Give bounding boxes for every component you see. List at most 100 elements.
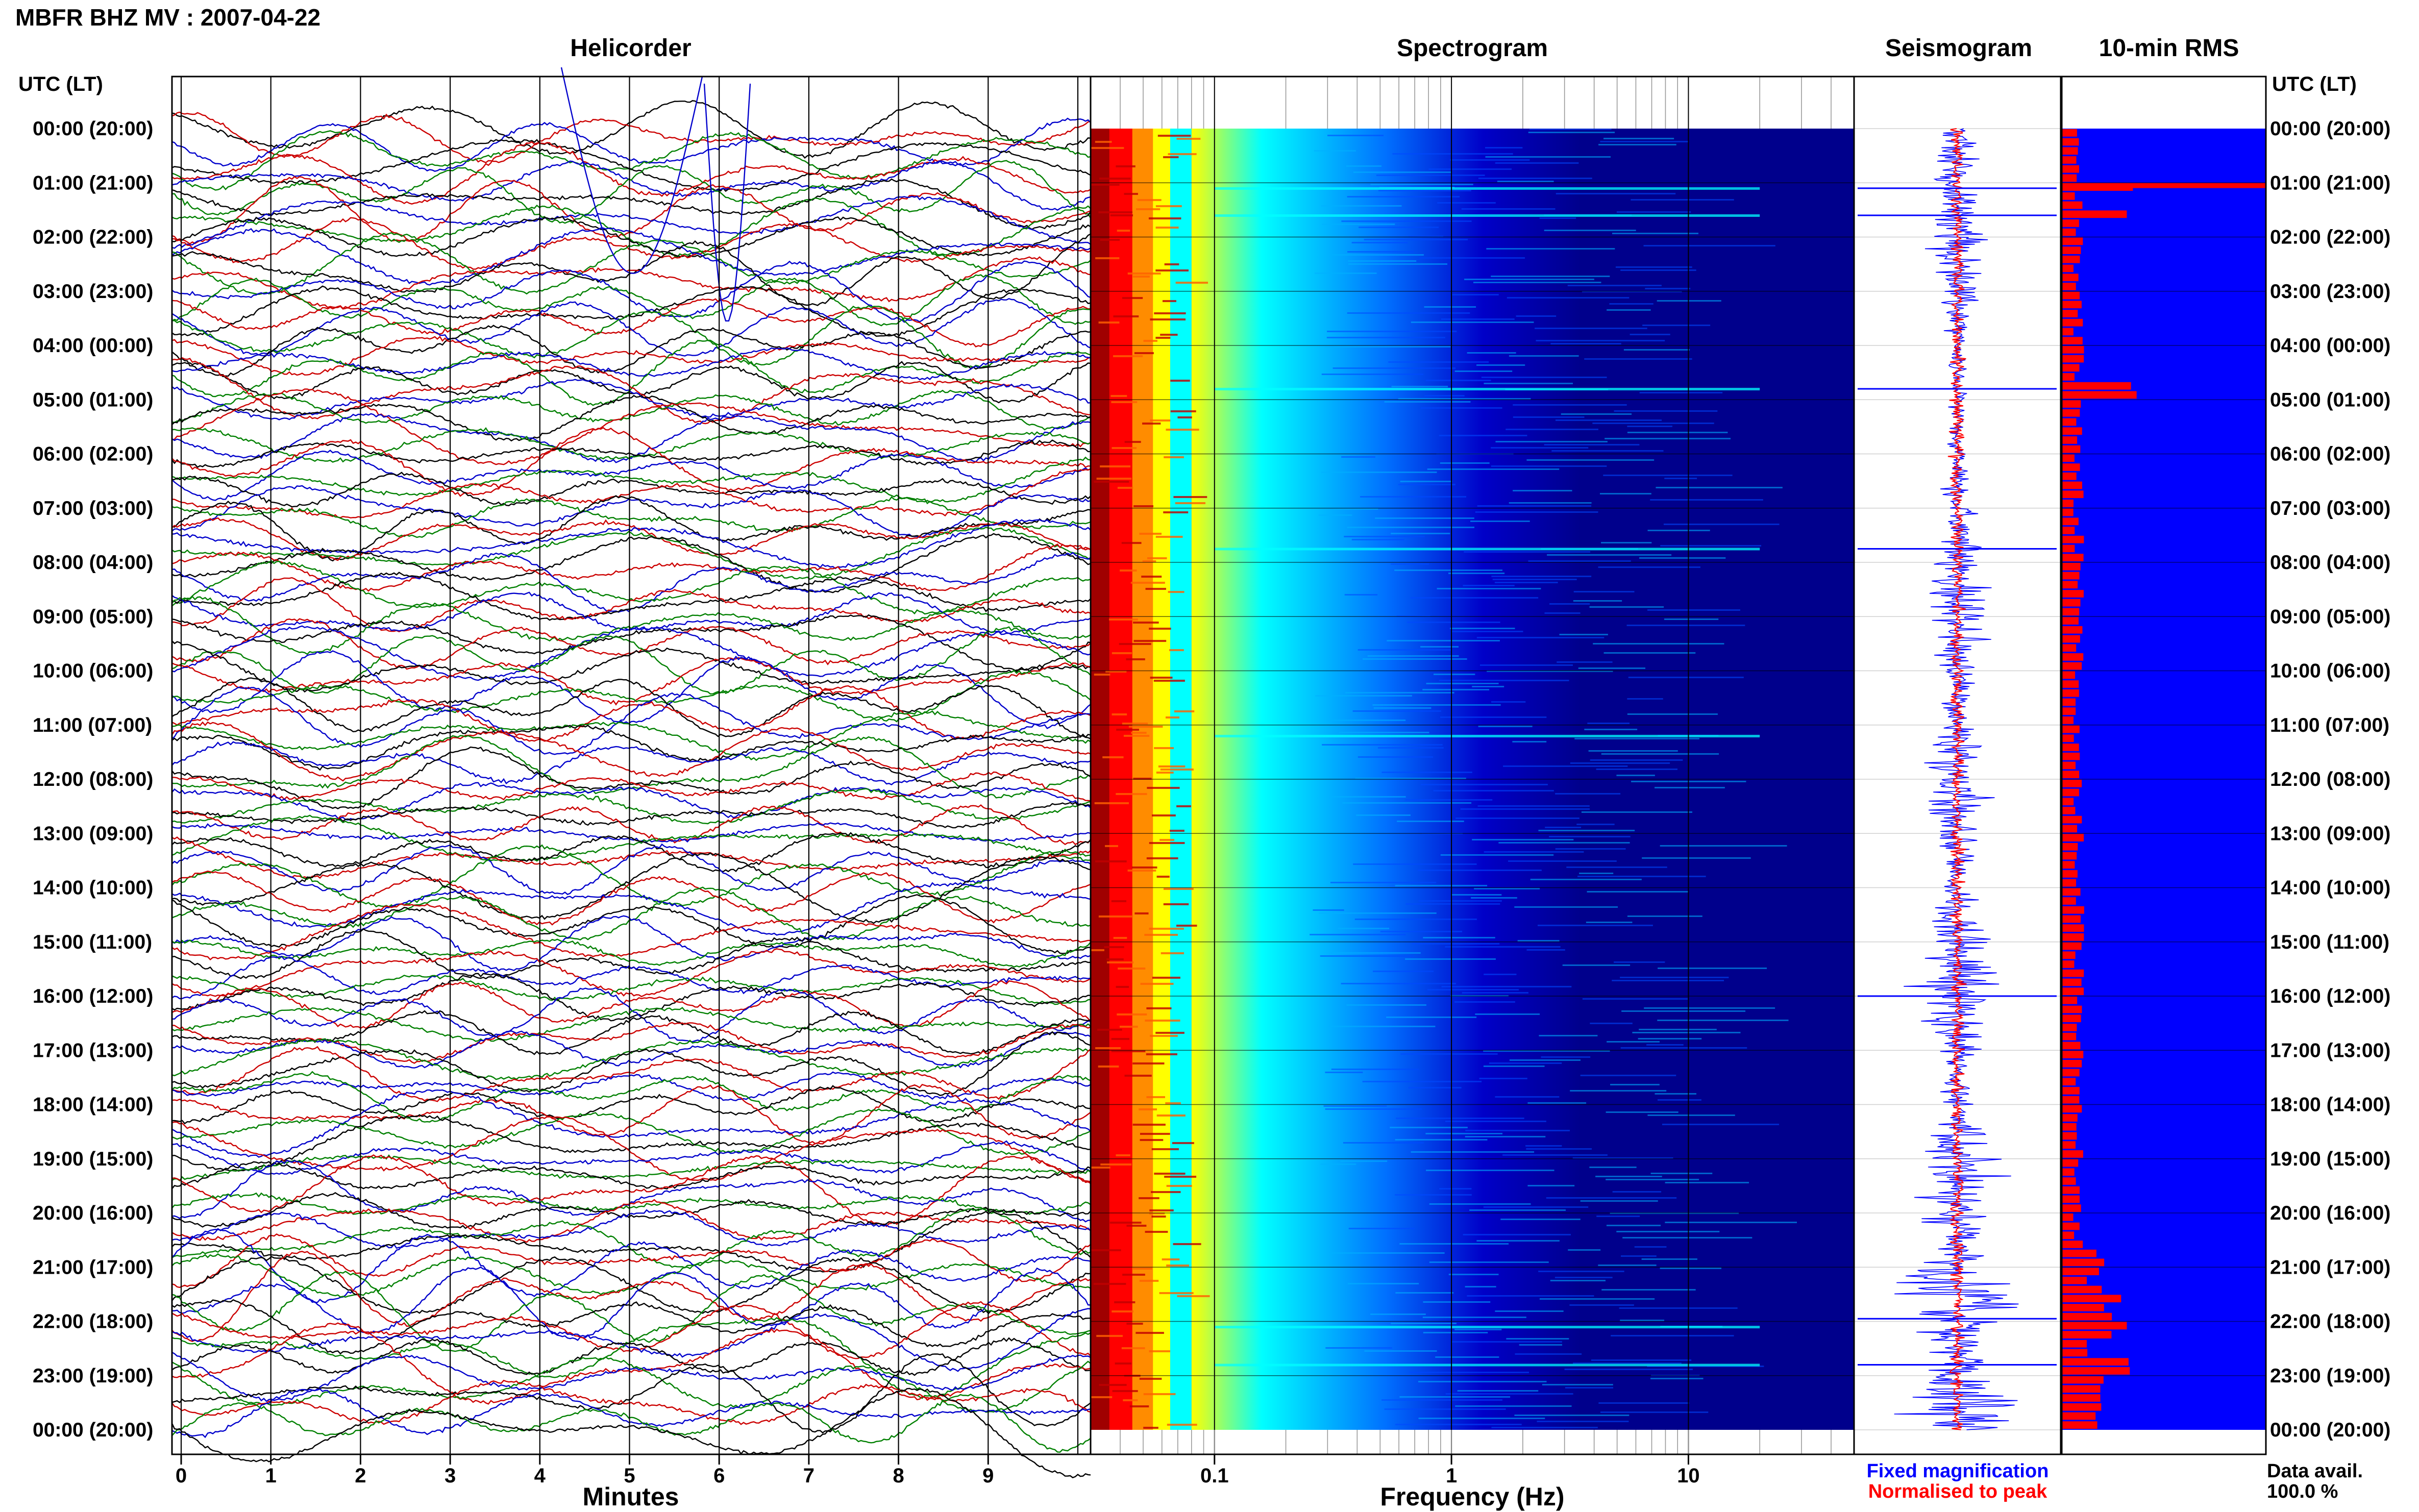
spectrogram-noise-streak [1620, 269, 1696, 271]
helicorder-trace [171, 832, 1091, 873]
spectrogram-noise-streak [1612, 233, 1699, 234]
rms-bar [2062, 698, 2076, 706]
spectrogram-noise-streak [1582, 998, 1688, 1000]
spectrogram-title: Spectrogram [1397, 35, 1548, 62]
rms-bar [2062, 174, 2077, 182]
helicorder-x-tick-label: 6 [713, 1465, 725, 1487]
spectrogram-low-streak [1132, 1062, 1165, 1064]
spectrogram-low-streak [1123, 735, 1150, 737]
spectrogram-low-streak [1091, 184, 1120, 186]
spectrogram-event-line [1214, 1364, 1760, 1367]
helicorder-trace [171, 650, 1091, 729]
rms-bar [2062, 346, 2084, 354]
spectrogram-noise-streak [1592, 423, 1714, 424]
spectrogram-noise-streak [1627, 698, 1663, 700]
spectrogram-noise-streak [1465, 1136, 1546, 1137]
spectrogram-noise-streak [1455, 817, 1579, 819]
spectrogram-low-streak [1122, 723, 1148, 725]
spectrogram-x-label: Frequency (Hz) [1380, 1482, 1564, 1511]
spectrogram-low-streak [1132, 1124, 1166, 1126]
spectrogram-noise-streak [1343, 1142, 1424, 1144]
time-label-right: 20:00 (16:00) [2270, 1202, 2390, 1224]
spectrogram-noise-streak [1420, 646, 1459, 648]
time-label-right: 12:00 (08:00) [2270, 769, 2390, 790]
rms-bar [2062, 554, 2084, 561]
spectrogram-noise-streak [1509, 355, 1579, 357]
spectrogram-low-streak [1151, 1191, 1181, 1193]
spectrogram-noise-streak [1544, 230, 1636, 231]
spectrogram-noise-streak [1396, 615, 1430, 617]
helicorder-trace [171, 577, 1091, 633]
rms-bar [2062, 391, 2137, 399]
spectrogram-low-streak [1102, 756, 1124, 758]
helicorder-trace [171, 721, 1091, 782]
helicorder-trace [171, 527, 1091, 580]
spectrogram-time-rows [1091, 129, 1797, 1429]
spectrogram-low-streak [1094, 674, 1110, 676]
spectrogram-noise-streak [1509, 502, 1592, 504]
helicorder-trace [171, 915, 1091, 972]
spectrogram-noise-streak [1451, 1341, 1562, 1343]
rms-bar [2062, 1141, 2076, 1149]
spectrogram-noise-streak [1437, 202, 1496, 204]
spectrogram-noise-streak [1578, 667, 1646, 669]
spectrogram-noise-streak [1411, 1151, 1535, 1153]
spectrogram-low-streak [1148, 217, 1181, 219]
spectrogram-low-streak [1177, 1295, 1210, 1297]
rms-bar [2062, 463, 2080, 471]
spectrogram-low-streak [1098, 915, 1133, 918]
time-label-right: 04:00 (00:00) [2270, 335, 2390, 357]
spectrogram-noise-streak [1478, 726, 1533, 727]
helicorder-trace [171, 1159, 1091, 1223]
spectrogram-low-streak [1111, 1050, 1146, 1052]
spectrogram-low-streak [1164, 456, 1184, 458]
spectrogram-noise-streak [1418, 900, 1502, 902]
spectrogram-low-streak [1122, 1274, 1145, 1276]
helicorder-trace [171, 1192, 1091, 1229]
spectrogram-noise-streak [1370, 1313, 1426, 1315]
helicorder-trace [171, 1353, 1091, 1434]
spectrogram-noise-streak [1457, 1390, 1539, 1392]
helicorder-trace [171, 450, 1091, 501]
spectrogram-low-streak [1152, 977, 1180, 979]
rms-bar [2062, 147, 2078, 155]
spectrogram-noise-streak [1325, 1072, 1363, 1073]
spectrogram-noise-streak [1612, 1191, 1662, 1193]
rms-bar [2062, 318, 2083, 327]
spectrogram-noise-streak [1391, 386, 1448, 387]
spectrogram-noise-streak [1489, 1062, 1562, 1064]
spectrogram-noise-streak [1321, 374, 1424, 375]
rms-title: 10-min RMS [2099, 35, 2239, 62]
spectrogram-low-streak [1099, 178, 1131, 180]
helicorder-trace [171, 746, 1091, 809]
spectrogram-noise-streak [1362, 1081, 1482, 1082]
rms-bar [2062, 328, 2074, 336]
spectrogram-noise-streak [1541, 1056, 1591, 1058]
spectrogram-low-streak [1094, 802, 1129, 804]
spectrogram-low-streak [1146, 1096, 1165, 1098]
spectrogram-noise-streak [1321, 472, 1437, 473]
spectrogram-low-streak [1116, 793, 1147, 795]
rms-bar [2062, 1078, 2076, 1086]
spectrogram-low-streak [1100, 239, 1120, 241]
spectrogram-noise-streak [1439, 1188, 1472, 1189]
spectrogram-noise-streak [1502, 1154, 1608, 1156]
rms-bar [2062, 852, 2077, 860]
spectrogram-noise-streak [1327, 331, 1457, 332]
spectrogram-noise-streak [1545, 827, 1582, 828]
rms-bar [2062, 879, 2077, 887]
time-label-left: 21:00 (17:00) [33, 1256, 153, 1278]
time-label-left: 06:00 (02:00) [33, 443, 153, 465]
rms-bar [2062, 337, 2083, 344]
spectrogram-noise-streak [1527, 1185, 1575, 1186]
rms-bar [2062, 743, 2079, 751]
spectrogram-noise-streak [1470, 520, 1530, 522]
spectrogram-noise-streak [1441, 318, 1515, 320]
spectrogram-noise-streak [1357, 756, 1434, 758]
helicorder-trace [171, 1154, 1091, 1182]
spectrogram-noise-streak [1564, 1369, 1693, 1370]
helicorder-trace [171, 1251, 1091, 1342]
spectrogram-noise-streak [1658, 1099, 1701, 1101]
spectrogram-noise-streak [1454, 1329, 1502, 1330]
rms-bar [2062, 752, 2080, 760]
